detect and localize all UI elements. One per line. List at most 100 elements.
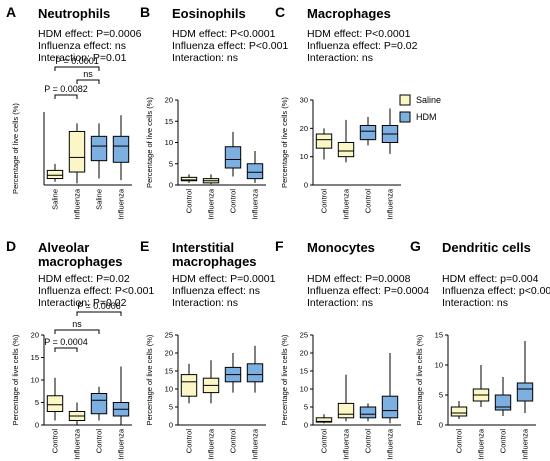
y-tick-label: 10 <box>165 138 173 147</box>
x-tick-label: Influenza <box>117 188 126 219</box>
significance-label: P = 0.0006 <box>77 301 121 311</box>
panel-letter: G <box>410 238 421 254</box>
y-tick-label: 20 <box>31 331 39 340</box>
box <box>68 130 86 173</box>
y-tick-label: 10 <box>31 376 39 385</box>
stat-line: Interaction: P=0.01 <box>38 52 127 64</box>
x-tick-label: Influenza <box>521 428 530 459</box>
panel-title: Eosinophils <box>172 6 246 21</box>
stat-line: HDM effect: P<0.0001 <box>172 28 276 40</box>
y-tick-label: 0 <box>439 421 443 430</box>
stat-line: Interaction: P=0.02 <box>38 297 127 309</box>
y-tick-label: 5 <box>169 403 173 412</box>
box <box>46 395 64 412</box>
box <box>359 125 377 141</box>
x-tick-label: Influenza <box>386 188 395 219</box>
box <box>46 169 64 180</box>
y-tick-label: 15 <box>300 367 308 376</box>
x-tick-label: Control <box>51 429 60 454</box>
x-tick-label: Control <box>320 189 329 214</box>
bracket <box>54 329 100 334</box>
significance-label: ns <box>83 69 93 79</box>
x-tick-label: Control <box>320 429 329 454</box>
x-tick-label: Influenza <box>73 188 82 219</box>
panel-letter: B <box>140 4 151 20</box>
stat-line: Interaction: ns <box>172 297 238 309</box>
significance-label: P = 0.0001 <box>55 56 99 66</box>
stat-line: Influenza effect: ns <box>172 285 260 297</box>
legend-swatch <box>399 94 411 106</box>
bracket <box>54 347 78 352</box>
stat-line: Influenza effect: P<0.001 <box>38 285 155 297</box>
x-tick-label: Influenza <box>73 428 82 459</box>
y-axis-label: Percentage of live cells (%) <box>145 334 154 425</box>
y-axis-label: Percentage of live cells (%) <box>11 103 20 194</box>
box <box>90 393 108 415</box>
stat-line: HDM effect: p=0.004 <box>442 273 539 285</box>
y-tick-label: 15 <box>435 331 443 340</box>
panel-title: Dendritic cells <box>442 240 531 255</box>
y-tick-label: 20 <box>300 124 308 133</box>
panel-letter: F <box>275 238 284 254</box>
y-tick-label: 20 <box>300 349 308 358</box>
y-tick-label: 0 <box>169 181 173 190</box>
x-tick-label: Control <box>185 429 194 454</box>
x-tick-label: Influenza <box>342 428 351 459</box>
significance-label: ns <box>72 319 82 329</box>
x-tick-label: Influenza <box>251 428 260 459</box>
x-tick-label: Saline <box>51 189 60 210</box>
y-tick-label: 5 <box>169 159 173 168</box>
y-tick-label: 0 <box>169 421 173 430</box>
x-tick-label: Control <box>185 189 194 214</box>
box <box>224 146 242 169</box>
box <box>112 135 130 163</box>
stat-line: HDM effect: P=0.02 <box>38 273 130 285</box>
y-axis-label: Percentage of live cells (%) <box>280 334 289 425</box>
x-tick-label: Influenza <box>207 188 216 219</box>
panel-letter: C <box>275 4 286 20</box>
bracket <box>54 66 100 71</box>
stat-line: Interaction: ns <box>307 297 373 309</box>
box <box>337 142 355 158</box>
y-tick-label: 25 <box>300 331 308 340</box>
y-tick-label: 0 <box>304 181 308 190</box>
legend-label: HDM <box>416 112 437 122</box>
y-tick-label: 15 <box>165 367 173 376</box>
box <box>180 374 198 397</box>
y-tick-label: 0 <box>304 421 308 430</box>
box <box>450 406 468 417</box>
panel-title: Interstitial macrophages <box>172 240 257 269</box>
stat-line: Influenza effect: P<0.001 <box>172 40 289 52</box>
x-tick-label: Influenza <box>342 188 351 219</box>
y-tick-label: 10 <box>300 385 308 394</box>
y-tick-label: 5 <box>304 403 308 412</box>
y-tick-label: 0 <box>35 421 39 430</box>
y-tick-label: 15 <box>31 353 39 362</box>
box <box>315 417 333 423</box>
stat-line: Interaction: ns <box>307 52 373 64</box>
y-axis-label: Percentage of live cells (%) <box>145 97 154 188</box>
box <box>246 163 264 180</box>
stat-line: Interaction: ns <box>442 297 508 309</box>
y-tick-label: 15 <box>165 117 173 126</box>
y-tick-label: 10 <box>300 152 308 161</box>
x-tick-label: Influenza <box>386 428 395 459</box>
y-axis-label: Percentage of live cells (%) <box>415 334 424 425</box>
box <box>337 402 355 419</box>
box <box>315 133 333 149</box>
y-axis-label: Percentage of live cells (%) <box>280 97 289 188</box>
x-tick-label: Influenza <box>207 428 216 459</box>
panel-title: Macrophages <box>307 6 391 21</box>
panel-title: Neutrophils <box>38 6 111 21</box>
significance-label: P = 0.0004 <box>44 337 88 347</box>
stat-line: Influenza effect: P=0.0004 <box>307 285 430 297</box>
box <box>494 394 512 411</box>
y-tick-label: 10 <box>435 361 443 370</box>
box <box>180 176 198 182</box>
stat-line: HDM effect: P=0.0008 <box>307 273 411 285</box>
x-tick-label: Control <box>95 429 104 454</box>
y-axis-label: Percentage of live cells (%) <box>11 334 20 425</box>
bracket <box>76 79 100 84</box>
